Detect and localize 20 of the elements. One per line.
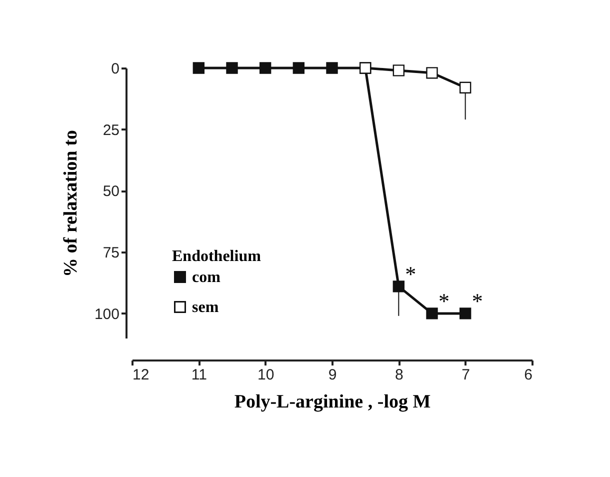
x-tick-label: 12	[132, 366, 150, 384]
annotation: *	[438, 288, 450, 314]
x-tick-label: 11	[191, 366, 207, 384]
legend-label: com	[192, 269, 222, 286]
x-tick-label: 9	[328, 366, 337, 384]
annotation: *	[405, 261, 416, 286]
y-axis-title: % of relaxation to	[60, 130, 82, 277]
legend-label: sem	[192, 299, 220, 316]
y-tick-label: 50	[102, 183, 120, 200]
y-tick-label: 25	[102, 122, 120, 139]
annotation: *	[472, 288, 483, 314]
x-axis-title: Poly-L-arginine , -log M	[234, 392, 431, 412]
x-tick-label: 6	[524, 366, 532, 384]
x-tick-label: 7	[462, 366, 470, 384]
legend-title: Endothelium	[172, 248, 262, 265]
y-tick-label: 75	[102, 244, 120, 262]
x-tick-label: 10	[257, 366, 274, 384]
y-tick-label: 100	[94, 306, 120, 323]
y-tick-label: 0	[111, 60, 120, 78]
x-tick-label: 8	[394, 366, 404, 384]
